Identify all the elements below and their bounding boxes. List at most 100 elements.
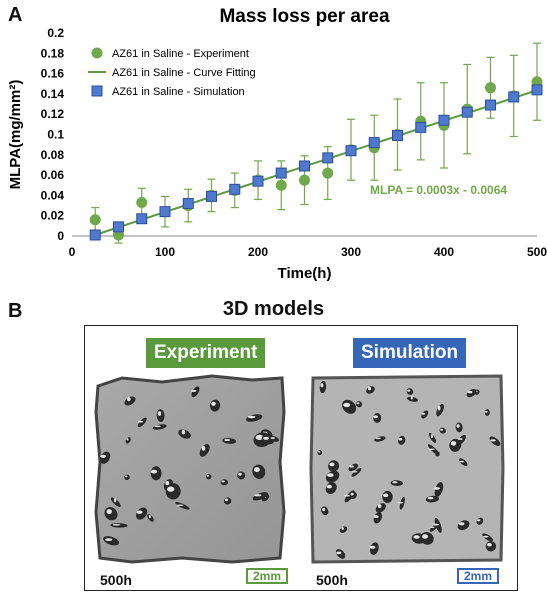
pit-highlight: [320, 383, 324, 388]
corrosion-pit: [482, 533, 493, 542]
pit-highlight: [457, 438, 463, 440]
pit-highlight: [483, 535, 489, 538]
simulation-point: [461, 106, 473, 118]
pit-highlight: [318, 451, 321, 453]
pit-highlight: [238, 472, 242, 476]
pit-highlight: [398, 437, 403, 441]
pit-highlight: [201, 445, 206, 451]
simulation-point: [392, 130, 403, 142]
corrosion-pit: [436, 403, 444, 417]
pit-highlight: [181, 429, 186, 435]
pit-highlight: [137, 420, 144, 423]
simulation-point: [206, 190, 217, 202]
legend-marker-simulation: [91, 85, 103, 97]
pit-highlight: [148, 515, 151, 519]
pit-highlight: [440, 428, 444, 431]
models-frame: [84, 325, 518, 591]
simulation-point: [182, 198, 194, 210]
pit-highlight: [327, 473, 334, 477]
pit-highlight: [456, 424, 460, 428]
x-tick-label: 200: [248, 245, 268, 259]
pit-highlight: [100, 454, 107, 458]
corrosion-pit: [407, 396, 418, 402]
corrosion-pit: [191, 386, 200, 398]
experiment-point: [89, 214, 101, 226]
pit-highlight: [150, 469, 158, 474]
pit-highlight: [490, 439, 496, 442]
pit-highlight: [392, 481, 398, 484]
pit-highlight: [343, 402, 351, 408]
corrosion-pit: [427, 444, 440, 456]
simulation-point: [438, 114, 450, 126]
corrosion-pit: [434, 482, 444, 497]
simulation-point: [345, 145, 357, 157]
pit-highlight: [377, 504, 382, 509]
y-tick-label: 0.1: [47, 128, 64, 142]
pit-highlight: [369, 545, 376, 549]
pit-highlight: [413, 535, 420, 539]
x-tick-label: 100: [155, 245, 175, 259]
pit-highlight: [487, 542, 492, 547]
corrosion-pit: [252, 492, 269, 501]
pit-highlight: [154, 425, 161, 428]
pit-highlight: [104, 538, 113, 541]
y-tick-label: 0.02: [41, 209, 65, 223]
y-tick-label: 0.04: [41, 188, 65, 202]
pit-highlight: [255, 434, 264, 440]
y-tick-label: 0.12: [41, 107, 65, 121]
pit-highlight: [373, 515, 379, 518]
pit-highlight: [127, 397, 131, 402]
pit-highlight: [247, 415, 256, 419]
panel-a-label: A: [8, 4, 23, 26]
pit-highlight: [224, 498, 229, 502]
simulation-point: [229, 183, 241, 195]
pit-highlight: [368, 386, 371, 391]
pit-highlight: [407, 389, 411, 392]
pit-highlight: [106, 509, 112, 515]
simulation-point: [368, 137, 380, 149]
pit-highlight: [397, 502, 404, 504]
x-tick-label: 0: [69, 245, 76, 259]
corrosion-pit: [150, 466, 162, 481]
chart-title: Mass loss per area: [219, 6, 389, 27]
pit-highlight: [351, 471, 358, 473]
corrosion-pit: [421, 410, 429, 419]
corrosion-pit: [370, 542, 379, 555]
x-tick-label: 300: [341, 245, 361, 259]
models-title: 3D models: [222, 298, 325, 320]
simulation-badge: Simulation: [353, 338, 467, 368]
simulation-point: [159, 206, 171, 218]
pit-highlight: [350, 492, 354, 496]
corrosion-pit: [335, 548, 346, 559]
pit-highlight: [224, 439, 231, 441]
corrosion-pit: [459, 458, 468, 467]
pit-highlight: [126, 438, 129, 441]
pit-highlight: [136, 510, 143, 514]
pit-highlight: [341, 527, 344, 530]
pit-highlight: [326, 484, 333, 489]
corrosion-pit: [434, 517, 442, 533]
corrosion-pit: [175, 501, 190, 510]
pit-highlight: [373, 415, 378, 419]
experiment-point: [485, 82, 496, 94]
y-tick-label: 0.06: [41, 168, 65, 182]
simulation-point: [113, 221, 124, 233]
y-tick-label: 0: [57, 229, 64, 243]
pit-highlight: [410, 395, 413, 400]
pit-highlight: [349, 465, 355, 468]
y-tick-label: 0.08: [41, 148, 65, 162]
pit-highlight: [263, 436, 269, 440]
experiment-time-label: 500h: [100, 572, 132, 588]
pit-highlight: [221, 480, 225, 483]
pit-highlight: [191, 389, 197, 392]
pit-highlight: [477, 519, 481, 522]
simulation-point: [299, 160, 310, 172]
pit-highlight: [459, 460, 465, 463]
simulation-point: [485, 99, 496, 111]
y-tick-label: 0.14: [41, 87, 65, 101]
pit-highlight: [383, 493, 389, 498]
pit-highlight: [432, 523, 440, 526]
experiment-point: [322, 167, 334, 179]
pit-highlight: [329, 462, 335, 467]
simulation-3d-model: [309, 374, 505, 564]
